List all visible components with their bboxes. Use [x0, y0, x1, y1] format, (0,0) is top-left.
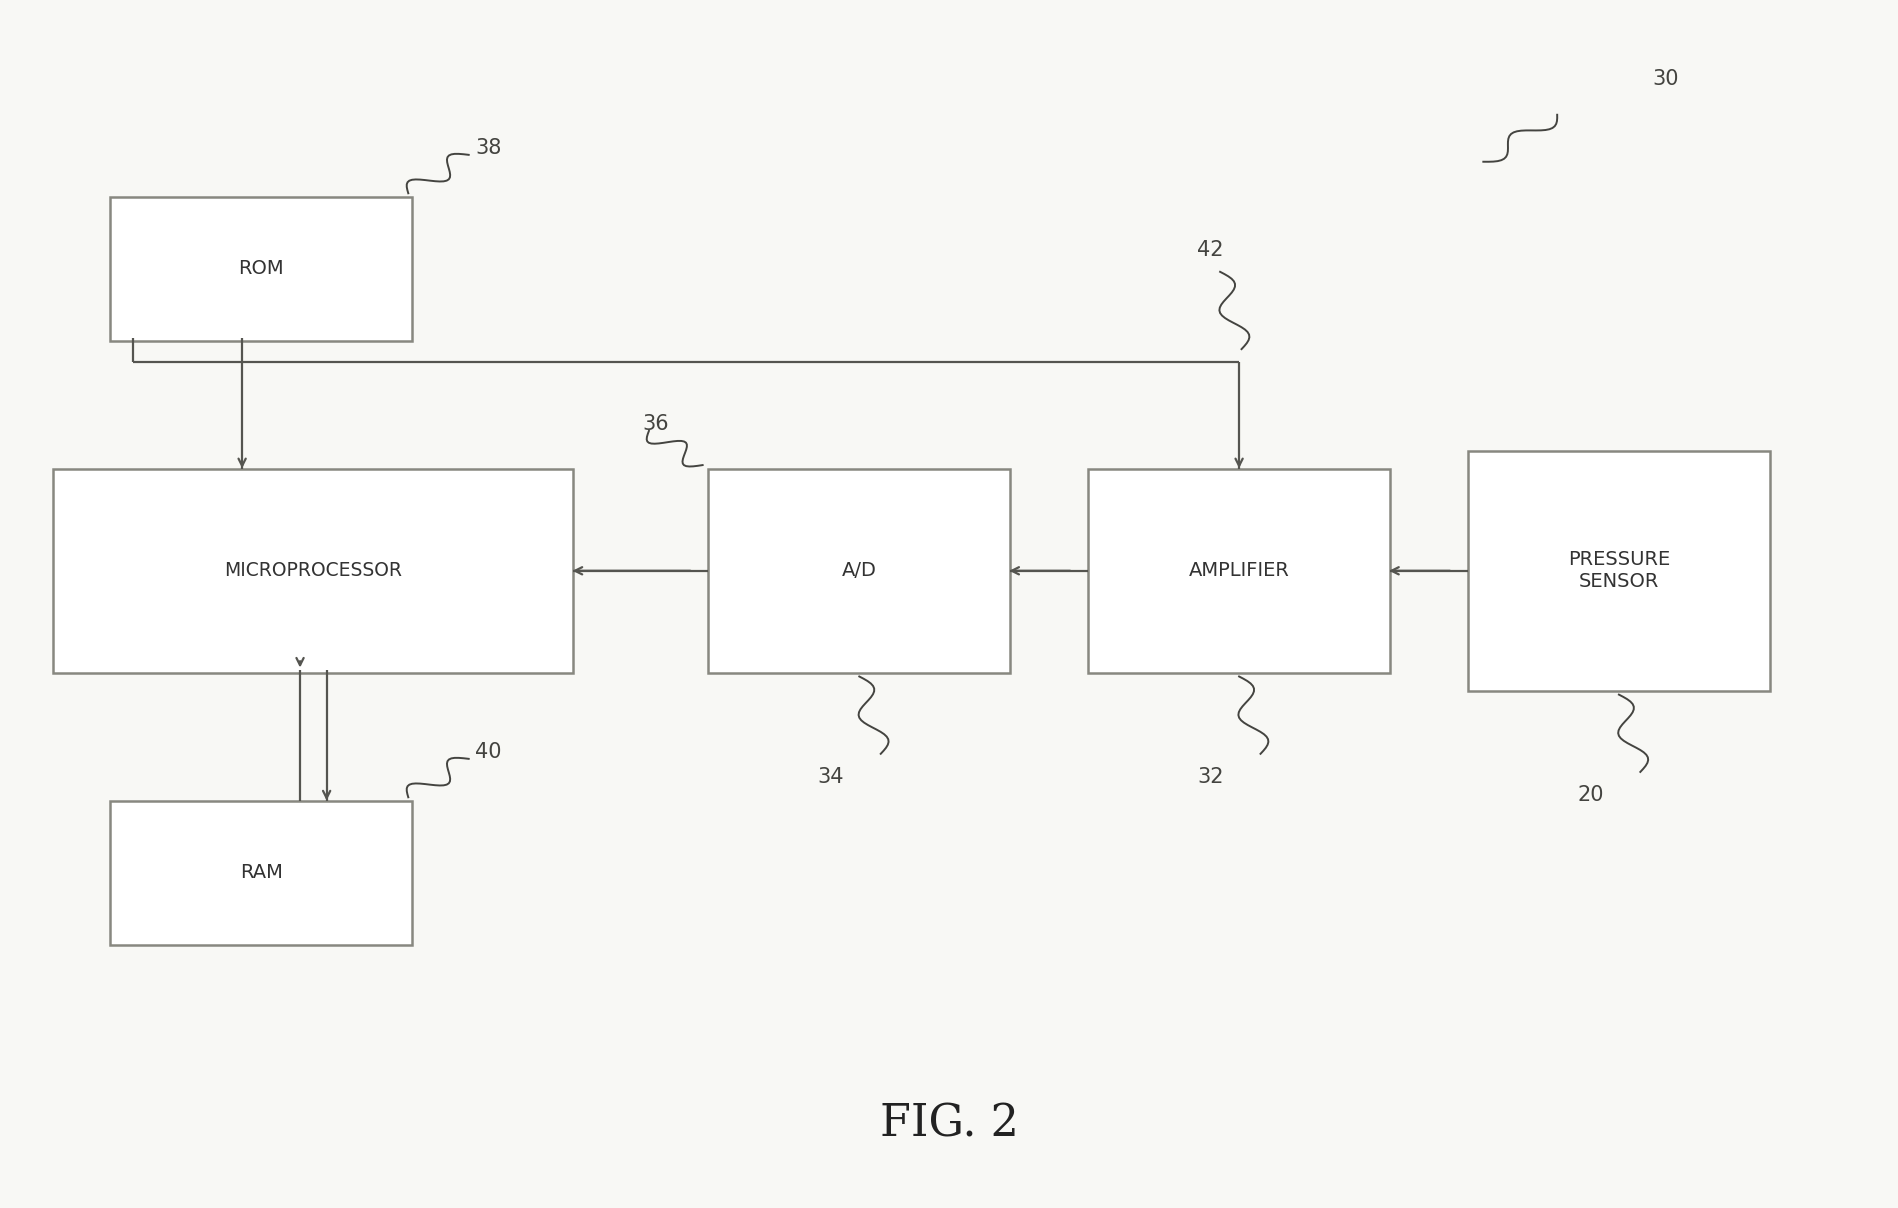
Text: 30: 30	[1651, 69, 1678, 88]
Text: ROM: ROM	[237, 260, 285, 278]
Text: 32: 32	[1198, 767, 1222, 788]
FancyBboxPatch shape	[1088, 469, 1389, 673]
Text: 36: 36	[642, 414, 668, 434]
Text: 40: 40	[474, 742, 501, 762]
Text: A/D: A/D	[841, 562, 877, 580]
FancyBboxPatch shape	[708, 469, 1010, 673]
FancyBboxPatch shape	[110, 197, 412, 341]
FancyBboxPatch shape	[53, 469, 573, 673]
Text: 34: 34	[818, 767, 843, 788]
Text: RAM: RAM	[239, 864, 283, 882]
Text: 42: 42	[1198, 239, 1222, 260]
Text: MICROPROCESSOR: MICROPROCESSOR	[224, 562, 402, 580]
FancyBboxPatch shape	[1467, 451, 1769, 691]
Text: 38: 38	[474, 138, 501, 158]
FancyBboxPatch shape	[110, 801, 412, 945]
Text: FIG. 2: FIG. 2	[879, 1102, 1019, 1145]
Text: PRESSURE
SENSOR: PRESSURE SENSOR	[1568, 551, 1668, 591]
Text: 20: 20	[1577, 785, 1602, 806]
Text: AMPLIFIER: AMPLIFIER	[1188, 562, 1289, 580]
